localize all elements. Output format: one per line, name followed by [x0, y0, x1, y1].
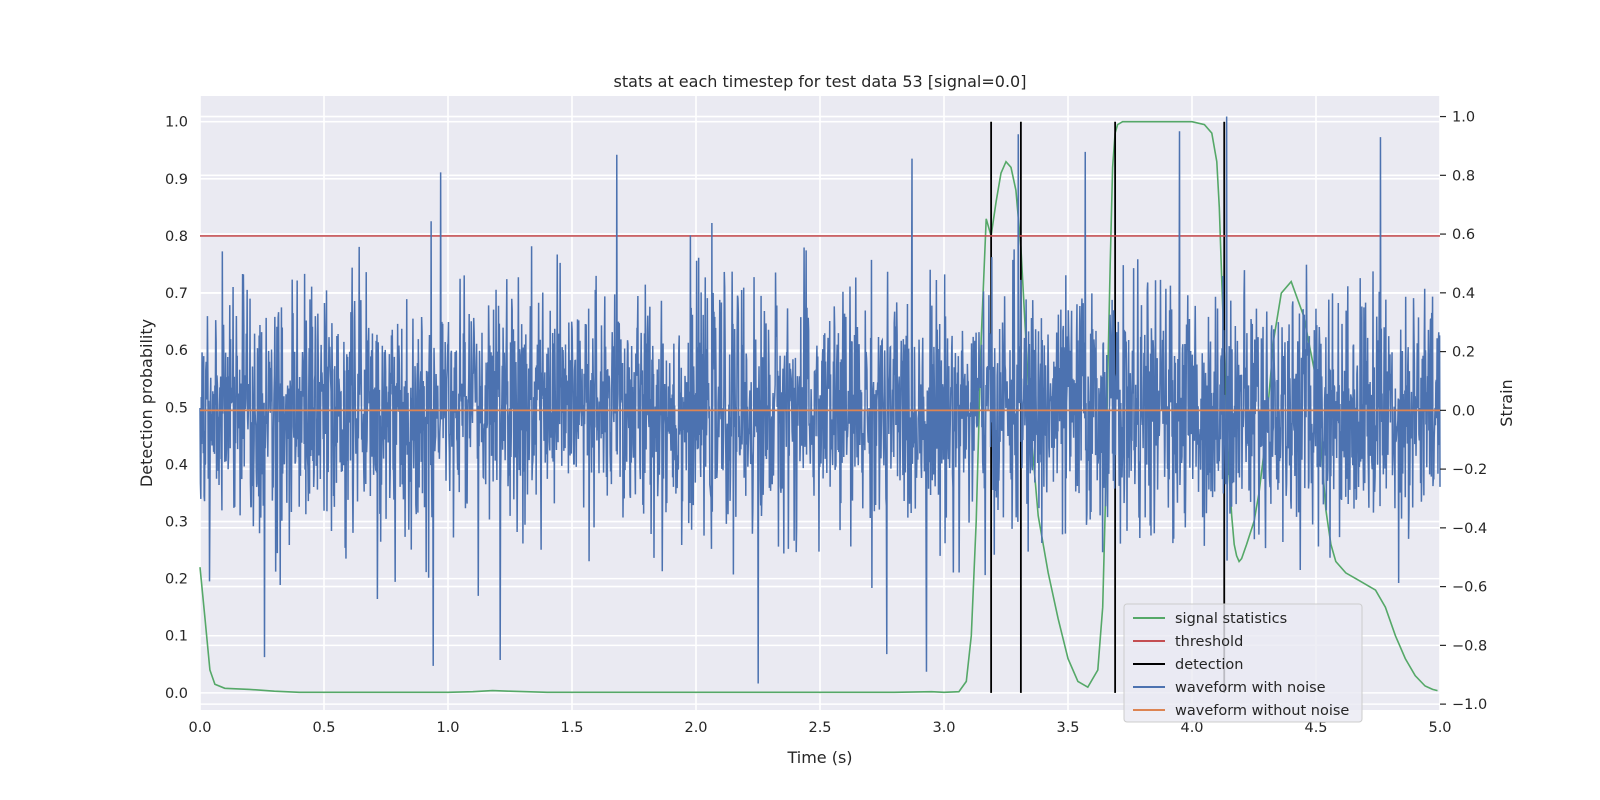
legend-label: detection	[1175, 657, 1243, 673]
y2-tick-label: 0.2	[1452, 345, 1475, 361]
y2-tick-label: −0.4	[1452, 521, 1487, 537]
legend-label: threshold	[1175, 634, 1243, 650]
x-tick-label: 2.5	[808, 720, 831, 736]
x-tick-label: 4.0	[1180, 720, 1203, 736]
legend-label: waveform with noise	[1175, 680, 1326, 696]
legend-label: signal statistics	[1175, 611, 1287, 627]
y2-ticks: −1.0 −0.8 −0.6 −0.4 −0.2 0.0 0.2 0.4 0.6 0.8 1.0	[1440, 110, 1487, 713]
x-tick-label: 2.0	[684, 720, 707, 736]
y2-tick-label: −0.2	[1452, 462, 1487, 478]
y-tick-label: 0.9	[165, 172, 188, 188]
x-tick-label: 5.0	[1428, 720, 1451, 736]
y-ticks: 0.0 0.1 0.2 0.3 0.4 0.5 0.6 0.7 0.8 0.9 1.0	[165, 115, 188, 702]
y-tick-label: 0.6	[165, 343, 188, 359]
series-waveform-with-noise	[199, 116, 1441, 684]
legend-box	[1123, 603, 1363, 723]
y-tick-label: 0.2	[165, 572, 188, 588]
legend-label: waveform without noise	[1175, 703, 1349, 719]
y2-tick-label: 0.4	[1452, 286, 1475, 302]
x-tick-label: 1.5	[560, 720, 583, 736]
y-tick-label: 1.0	[165, 115, 188, 131]
y2-tick-label: 0.6	[1452, 227, 1475, 243]
x-tick-label: 4.5	[1304, 720, 1327, 736]
chart-title: stats at each timestep for test data 53 …	[614, 72, 1027, 91]
y2-tick-label: −0.8	[1452, 638, 1487, 654]
y-tick-label: 0.8	[165, 229, 188, 245]
x-tick-label: 3.5	[1056, 720, 1079, 736]
y-tick-label: 0.5	[165, 400, 188, 416]
x-tick-label: 1.0	[436, 720, 459, 736]
data-layer	[199, 116, 1441, 694]
y-tick-label: 0.4	[165, 457, 188, 473]
y-tick-label: 0.1	[165, 629, 188, 645]
y2-tick-label: 0.8	[1452, 168, 1475, 184]
x-tick-label: 0.5	[312, 720, 335, 736]
x-tick-label: 0.0	[188, 720, 211, 736]
y-tick-label: 0.7	[165, 286, 188, 302]
legend: signal statistics threshold detection wavef…	[1123, 603, 1363, 723]
y-tick-label: 0.0	[165, 686, 188, 702]
y2-tick-label: 0.0	[1452, 403, 1475, 419]
x-axis-label: Time (s)	[786, 748, 852, 767]
y2-tick-label: 1.0	[1452, 110, 1475, 126]
y2-axis-label: Strain	[1497, 379, 1516, 426]
y2-tick-label: −0.6	[1452, 580, 1487, 596]
y-axis-label: Detection probability	[137, 319, 156, 487]
y2-tick-label: −1.0	[1452, 697, 1487, 713]
x-tick-label: 3.0	[932, 720, 955, 736]
x-ticks: 0.0 0.5 1.0 1.5 2.0 2.5 3.0 3.5 4.0 4.5 5.0	[188, 720, 1451, 736]
y-tick-label: 0.3	[165, 515, 188, 531]
